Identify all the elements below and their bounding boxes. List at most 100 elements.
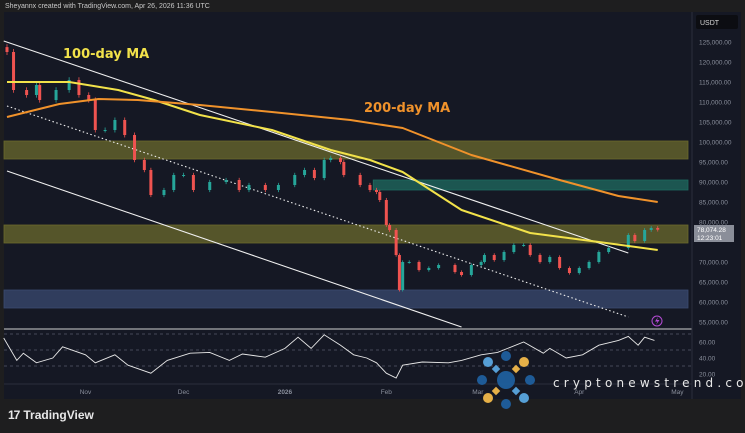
- candle: [67, 80, 71, 90]
- price-tick: 90,000.00: [699, 180, 728, 187]
- candle: [182, 175, 186, 176]
- zones: [3, 140, 689, 309]
- trendline-2: [6, 105, 629, 318]
- candle: [329, 158, 333, 160]
- candle: [492, 255, 496, 260]
- candle: [512, 245, 516, 252]
- candle: [133, 135, 137, 160]
- candle: [502, 252, 506, 260]
- price-axis: 125,000.00 120,000.00 115,000.00 110,000.00…: [699, 40, 732, 327]
- currency-label: USDT: [700, 20, 720, 27]
- candle: [322, 160, 326, 178]
- rsi-pane: 60.00 40.00 20.00: [3, 333, 716, 379]
- candle: [649, 228, 653, 230]
- candle: [142, 160, 146, 170]
- last-price-box: [694, 225, 734, 242]
- ma100-label: 100-day MA: [63, 47, 149, 62]
- candle: [162, 190, 166, 195]
- chart-credit: Sheyannx created with TradingView.com, A…: [5, 3, 210, 10]
- candle: [237, 180, 241, 190]
- ma100-line: [7, 81, 658, 251]
- candle: [394, 230, 398, 255]
- candles: [5, 44, 660, 292]
- candle: [247, 185, 251, 190]
- price-tick: 100,000.00: [699, 140, 732, 147]
- price-tick: 65,000.00: [699, 280, 728, 287]
- candle: [368, 185, 372, 190]
- candle: [577, 268, 581, 273]
- candle: [375, 190, 379, 192]
- candle: [312, 170, 316, 178]
- price-tick: 60,000.00: [699, 300, 728, 307]
- rsi-tick: 60.00: [699, 340, 716, 347]
- candle: [656, 228, 660, 230]
- candle: [633, 235, 637, 241]
- watermark-text: cryptonewstrend.com: [553, 376, 745, 390]
- candle: [482, 255, 486, 262]
- price-tick: 95,000.00: [699, 160, 728, 167]
- candle: [25, 90, 29, 95]
- candle: [87, 95, 91, 100]
- chart-panel[interactable]: [4, 12, 741, 399]
- candle: [558, 257, 562, 268]
- candle: [401, 262, 405, 290]
- candle: [528, 245, 532, 255]
- price-tick: 85,000.00: [699, 200, 728, 207]
- tradingview-logo[interactable]: 17 TradingView: [8, 408, 94, 422]
- price-tick: 70,000.00: [699, 260, 728, 267]
- candle: [208, 182, 212, 190]
- rsi-line: [3, 334, 655, 379]
- zone-3: [3, 289, 689, 309]
- rsi-tick: 20.00: [699, 372, 716, 379]
- candle: [342, 162, 346, 175]
- candle: [469, 265, 473, 275]
- price-tick: 80,000.00: [699, 220, 728, 227]
- candle: [358, 175, 362, 185]
- price-tick: 105,000.00: [699, 120, 732, 127]
- candle: [276, 185, 280, 190]
- zone-1: [372, 179, 689, 191]
- candle: [548, 257, 552, 262]
- candle: [479, 262, 483, 265]
- candle: [567, 268, 571, 273]
- candle: [453, 265, 457, 272]
- candle: [339, 158, 343, 162]
- candle: [522, 245, 526, 246]
- ma200-line: [6, 98, 658, 203]
- price-tick: 125,000.00: [699, 40, 732, 47]
- price-tick: 120,000.00: [699, 60, 732, 67]
- lightning-icon[interactable]: [651, 315, 663, 327]
- price-tick: 55,000.00: [699, 320, 728, 327]
- candle: [191, 175, 195, 190]
- candle: [460, 272, 464, 275]
- candle: [5, 47, 9, 52]
- trendline-1: [6, 170, 462, 328]
- candle: [427, 268, 431, 270]
- currency-box[interactable]: [696, 15, 738, 29]
- time-tick: May: [671, 389, 684, 396]
- rsi-tick: 40.00: [699, 356, 716, 363]
- candle: [538, 255, 542, 262]
- candle: [303, 170, 307, 175]
- price-tick: 110,000.00: [699, 100, 731, 107]
- countdown-label: 12:23:01: [697, 235, 723, 242]
- candle: [103, 130, 107, 131]
- time-tick: Dec: [178, 389, 190, 396]
- candle: [384, 200, 388, 225]
- candle: [77, 80, 81, 95]
- candle: [34, 85, 38, 95]
- trendlines: [3, 40, 629, 328]
- candle: [597, 252, 601, 262]
- tradingview-icon: 17: [8, 408, 20, 422]
- watermark-logo: [477, 351, 535, 409]
- candle: [149, 170, 153, 195]
- candle: [397, 255, 401, 290]
- time-tick: Nov: [80, 389, 92, 396]
- candle: [437, 265, 441, 268]
- time-tick: Feb: [381, 389, 393, 396]
- moving-averages: [6, 81, 658, 251]
- tradingview-brand: TradingView: [23, 408, 94, 422]
- time-tick: Apr: [574, 389, 585, 396]
- candle: [607, 248, 611, 252]
